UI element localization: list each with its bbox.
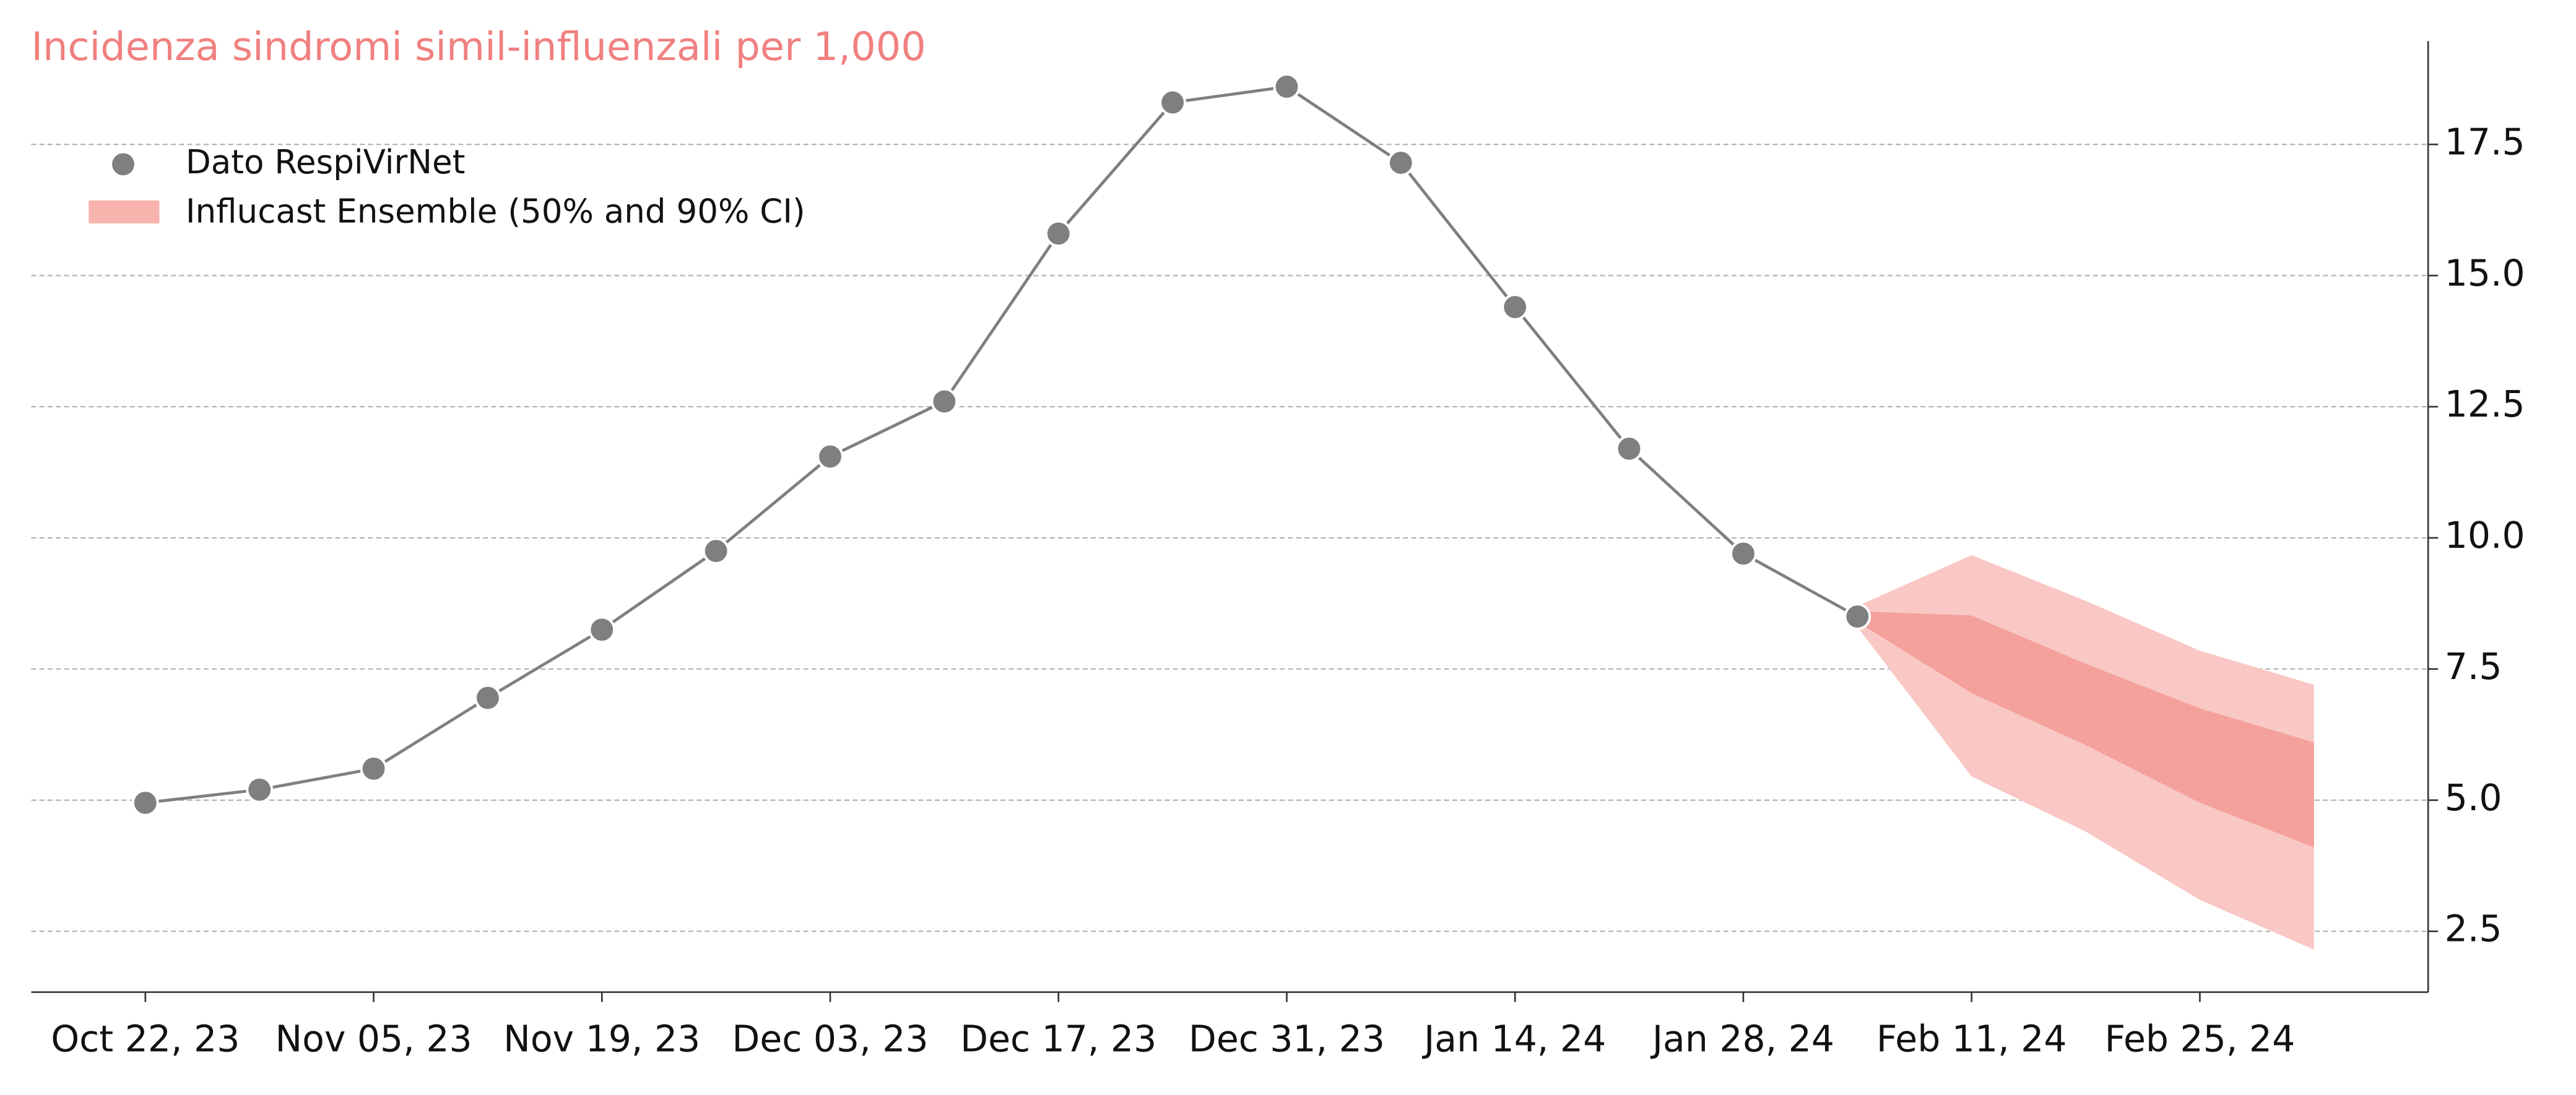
chart-title: Incidenza sindromi simil-influenzali per… <box>31 24 926 70</box>
data-point <box>1844 603 1871 630</box>
y-tick-label: 5.0 <box>2445 777 2502 819</box>
data-point <box>360 755 388 782</box>
legend-marker <box>89 200 160 223</box>
x-tick-label: Dec 31, 23 <box>1189 1018 1385 1060</box>
data-point <box>1501 293 1529 321</box>
series-line <box>145 85 1858 805</box>
data-point <box>1044 220 1072 248</box>
x-tick-label: Jan 28, 24 <box>1650 1018 1834 1060</box>
y-tick-label: 7.5 <box>2445 646 2502 688</box>
x-tick-label: Jan 14, 24 <box>1421 1018 1606 1060</box>
y-tick-label: 12.5 <box>2445 383 2525 425</box>
data-point <box>588 616 616 644</box>
y-tick-label: 17.5 <box>2445 121 2525 163</box>
legend-marker <box>110 150 137 178</box>
data-point <box>1615 435 1643 462</box>
data-point <box>1730 540 1757 568</box>
x-tick-label: Nov 19, 23 <box>503 1018 700 1060</box>
data-point <box>930 387 958 415</box>
data-point <box>702 537 730 565</box>
data-point <box>1387 149 1415 176</box>
x-tick-label: Nov 05, 23 <box>275 1018 472 1060</box>
legend-label: Dato RespiVirNet <box>186 143 466 181</box>
x-tick-label: Dec 17, 23 <box>960 1018 1156 1060</box>
x-tick-label: Feb 25, 24 <box>2105 1018 2296 1060</box>
data-point <box>246 776 274 803</box>
y-tick-label: 10.0 <box>2445 514 2525 556</box>
x-tick-label: Oct 22, 23 <box>51 1018 240 1060</box>
data-point <box>817 443 844 470</box>
data-point <box>474 684 501 712</box>
ci-50-band <box>1857 611 2314 847</box>
data-point <box>131 789 159 816</box>
x-tick-label: Feb 11, 24 <box>1876 1018 2067 1060</box>
data-point <box>1273 73 1301 100</box>
y-tick-label: 15.0 <box>2445 252 2525 294</box>
x-tick-label: Dec 03, 23 <box>732 1018 928 1060</box>
data-point <box>1159 89 1187 116</box>
y-tick-label: 2.5 <box>2445 908 2502 950</box>
legend-label: Influcast Ensemble (50% and 90% CI) <box>186 193 805 231</box>
